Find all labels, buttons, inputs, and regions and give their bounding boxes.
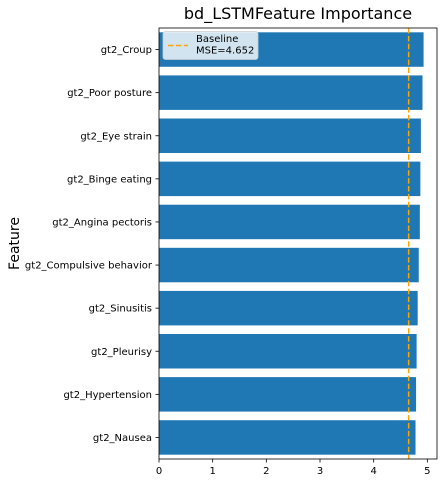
y-tick-label: gt2_Binge eating: [67, 174, 152, 185]
x-tick-label: 2: [263, 466, 269, 477]
bar: [159, 247, 419, 283]
y-tick-label: gt2_Hypertension: [63, 390, 152, 401]
legend: Baseline MSE=4.652: [162, 31, 259, 60]
axes-frame: [158, 27, 438, 460]
y-tick-label: gt2_Croup: [101, 45, 152, 56]
bar: [159, 75, 423, 110]
bar: [159, 161, 421, 197]
y-tick-label: gt2_Poor posture: [67, 88, 152, 99]
bar: [159, 420, 416, 455]
y-tick-label: gt2_Nausea: [93, 433, 152, 444]
y-tick-label: gt2_Eye strain: [80, 131, 152, 142]
legend-box: [162, 31, 259, 60]
x-tick-label: 5: [424, 466, 430, 477]
y-tick-label: gt2_Angina pectoris: [52, 217, 152, 228]
x-tick-label: 4: [370, 466, 376, 477]
bar: [159, 334, 417, 369]
legend-label-line1: Baseline: [196, 34, 238, 45]
y-tick-label: gt2_Pleurisy: [91, 347, 152, 358]
bar: [159, 290, 418, 326]
chart-title: bd_LSTMFeature Importance: [184, 4, 412, 24]
ticks-layer: gt2_Croup gt2_Poor posture gt2_Eye strain g…: [25, 45, 431, 477]
bar: [159, 204, 420, 240]
x-tick-label: 1: [209, 466, 215, 477]
x-tick-label: 3: [317, 466, 323, 477]
x-tick-label: 0: [156, 466, 162, 477]
axes-layer: [158, 27, 438, 460]
bar: [159, 118, 421, 153]
legend-label-line2: MSE=4.652: [196, 46, 254, 57]
y-tick-label: gt2_Compulsive behavior: [25, 261, 153, 272]
y-axis-label: Feature: [7, 217, 23, 270]
y-tick-label: gt2_Sinusitis: [89, 304, 152, 315]
bars-layer: [159, 32, 424, 455]
bar: [159, 377, 417, 412]
